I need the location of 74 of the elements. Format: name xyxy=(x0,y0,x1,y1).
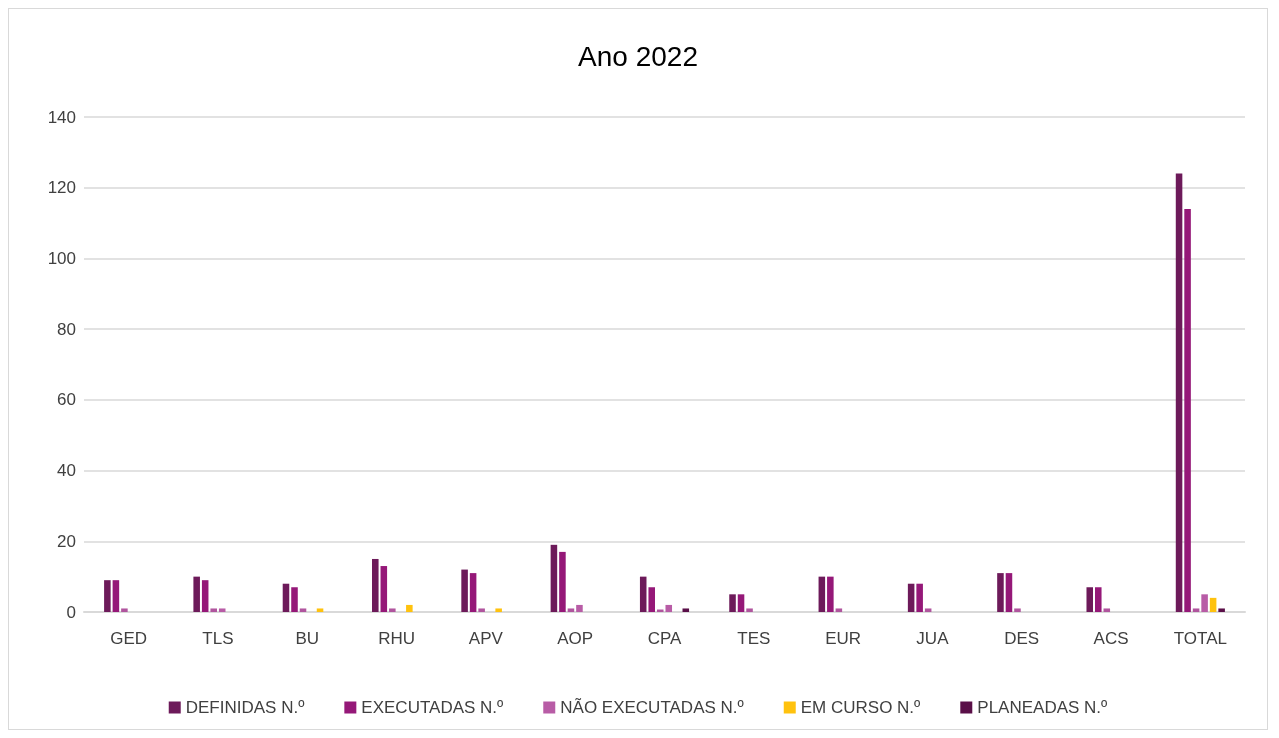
bar xyxy=(1175,173,1183,612)
bar xyxy=(406,604,413,612)
y-tick-label: 0 xyxy=(66,602,76,622)
y-tick-label: 40 xyxy=(57,461,76,481)
bar xyxy=(746,608,753,612)
x-tick-label: CPA xyxy=(647,629,682,648)
bar xyxy=(201,580,209,612)
bar xyxy=(282,583,290,612)
bar xyxy=(924,608,932,612)
y-tick-label: 120 xyxy=(47,178,76,198)
y-tick-label: 60 xyxy=(57,390,76,410)
y-tick-label: 20 xyxy=(57,531,76,551)
legend-label: NÃO EXECUTADAS N.º xyxy=(560,698,744,717)
bar xyxy=(1184,208,1191,612)
y-tick-label: 100 xyxy=(47,248,76,268)
bar xyxy=(729,594,736,612)
bar xyxy=(316,608,324,612)
bar xyxy=(827,576,834,612)
x-tick-label: DES xyxy=(1004,629,1040,648)
legend-label: DEFINIDAS N.º xyxy=(185,698,305,717)
bar xyxy=(469,573,477,612)
bar xyxy=(1209,597,1217,612)
x-tick-label: TES xyxy=(737,629,771,648)
y-tick-label: 140 xyxy=(47,107,76,127)
bar xyxy=(372,558,379,612)
bar xyxy=(380,566,388,612)
bar xyxy=(193,576,200,612)
bar xyxy=(104,580,111,612)
bar xyxy=(559,551,566,612)
bar xyxy=(1094,587,1102,612)
legend-label: PLANEADAS N.º xyxy=(977,698,1108,717)
bar xyxy=(916,583,923,612)
bar xyxy=(550,544,558,612)
bar xyxy=(112,580,120,612)
chart-title: Ano 2022 xyxy=(578,40,698,72)
bar xyxy=(997,573,1004,612)
bar xyxy=(639,576,647,612)
bar xyxy=(210,608,217,612)
x-tick-label: GED xyxy=(110,629,148,648)
bar xyxy=(682,608,690,612)
bar xyxy=(576,604,583,612)
bar xyxy=(1218,608,1225,612)
y-tick-label: 80 xyxy=(57,319,76,339)
x-tick-label: APV xyxy=(468,629,504,648)
bar xyxy=(1086,587,1094,612)
x-tick-label: TOTAL xyxy=(1173,629,1227,648)
x-tick-label: RHU xyxy=(378,629,415,648)
bar xyxy=(567,608,575,612)
legend-label: EXECUTADAS N.º xyxy=(361,698,504,717)
bar xyxy=(218,608,226,612)
bar xyxy=(299,608,307,612)
x-tick-label: ACS xyxy=(1093,629,1129,648)
bar xyxy=(1192,608,1200,612)
bar xyxy=(478,608,485,612)
bar xyxy=(461,569,468,612)
bar xyxy=(1014,608,1021,612)
bar xyxy=(648,587,655,612)
bar xyxy=(389,608,396,612)
bar xyxy=(1103,608,1111,612)
bar xyxy=(1005,573,1013,612)
bar xyxy=(495,608,502,612)
x-tick-label: JUA xyxy=(916,629,950,648)
legend-label: EM CURSO N.º xyxy=(800,698,921,717)
bar xyxy=(907,583,915,612)
bar xyxy=(818,576,826,612)
x-tick-label: EUR xyxy=(825,629,862,648)
bar xyxy=(1201,594,1208,612)
bar xyxy=(835,608,843,612)
bar xyxy=(121,608,128,612)
x-tick-label: AOP xyxy=(557,629,594,648)
bar xyxy=(291,587,298,612)
bar xyxy=(737,594,745,612)
x-tick-label: TLS xyxy=(202,629,234,648)
x-tick-label: BU xyxy=(295,629,320,648)
